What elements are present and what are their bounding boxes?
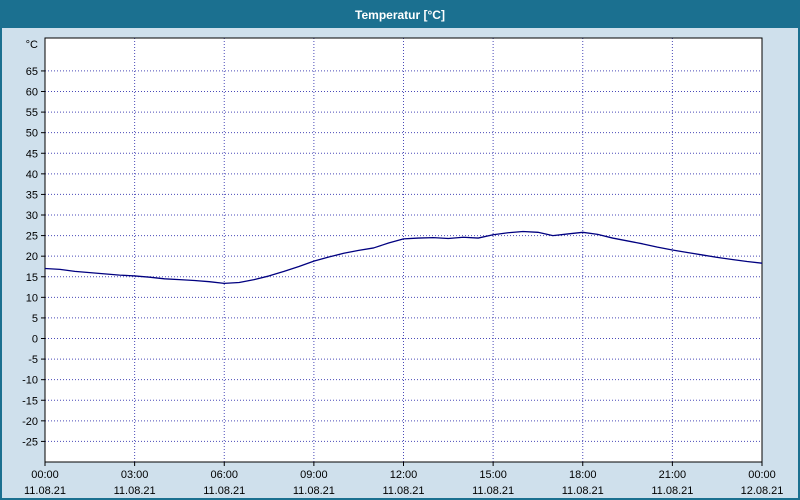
chart-area: -25 -20 -15 -10 -5 0 5 10 15 20 25 30 35 40 45 50 55 60 65…	[2, 28, 798, 498]
temperature-series-line	[44, 230, 763, 284]
y-tick-label: -20	[22, 416, 38, 428]
y-tick-label: -5	[28, 354, 38, 366]
chart-title-bar: Temperatur [°C]	[2, 2, 798, 28]
x-tick-time-label: 18:00	[569, 469, 597, 481]
temperature-line-chart: -25 -20 -15 -10 -5 0 5 10 15 20 25 30 35 40 45 50 55 60 65…	[22, 37, 784, 497]
y-tick-label: 35	[26, 189, 38, 201]
x-tick-date-label: 11.08.21	[114, 485, 156, 497]
y-tick-label: 55	[26, 107, 38, 119]
y-tick-label: -10	[22, 375, 38, 387]
y-axis-unit-label: °C	[26, 39, 38, 51]
x-tick-time-label: 21:00	[659, 469, 687, 481]
y-tick-label: 5	[32, 313, 38, 325]
x-tick-time-label: 03:00	[121, 469, 149, 481]
x-tick-date-label: 11.08.21	[562, 485, 604, 497]
x-tick-time-label: 00:00	[31, 469, 59, 481]
x-tick-time-label: 15:00	[479, 469, 507, 481]
chart-title: Temperatur [°C]	[355, 8, 445, 22]
y-tick-label: 30	[26, 210, 38, 222]
y-tick-label: 50	[26, 128, 38, 140]
x-tick-time-label: 12:00	[390, 469, 418, 481]
y-tick-label: -25	[22, 436, 38, 448]
y-tick-label: 0	[32, 334, 38, 346]
y-tick-label: 10	[26, 292, 38, 304]
y-tick-label: 45	[26, 148, 38, 160]
x-tick-date-label: 12.08.21	[741, 485, 784, 497]
x-tick-date-label: 11.08.21	[651, 485, 693, 497]
x-tick-time-label: 00:00	[748, 469, 776, 481]
y-tick-label: 15	[26, 272, 38, 284]
x-tick-date-label: 11.08.21	[472, 485, 514, 497]
plot-background	[45, 38, 762, 462]
y-tick-label: 65	[26, 66, 38, 78]
x-tick-date-label: 11.08.21	[382, 485, 424, 497]
y-tick-label: 20	[26, 251, 38, 263]
y-tick-label: -15	[22, 395, 38, 407]
y-tick-label: 25	[26, 231, 38, 243]
x-tick-time-label: 09:00	[300, 469, 328, 481]
y-tick-label: 60	[26, 87, 38, 99]
y-tick-label: 40	[26, 169, 38, 181]
x-tick-time-label: 06:00	[210, 469, 238, 481]
x-tick-date-label: 11.08.21	[24, 485, 66, 497]
x-tick-date-label: 11.08.21	[203, 485, 245, 497]
x-tick-date-label: 11.08.21	[293, 485, 335, 497]
